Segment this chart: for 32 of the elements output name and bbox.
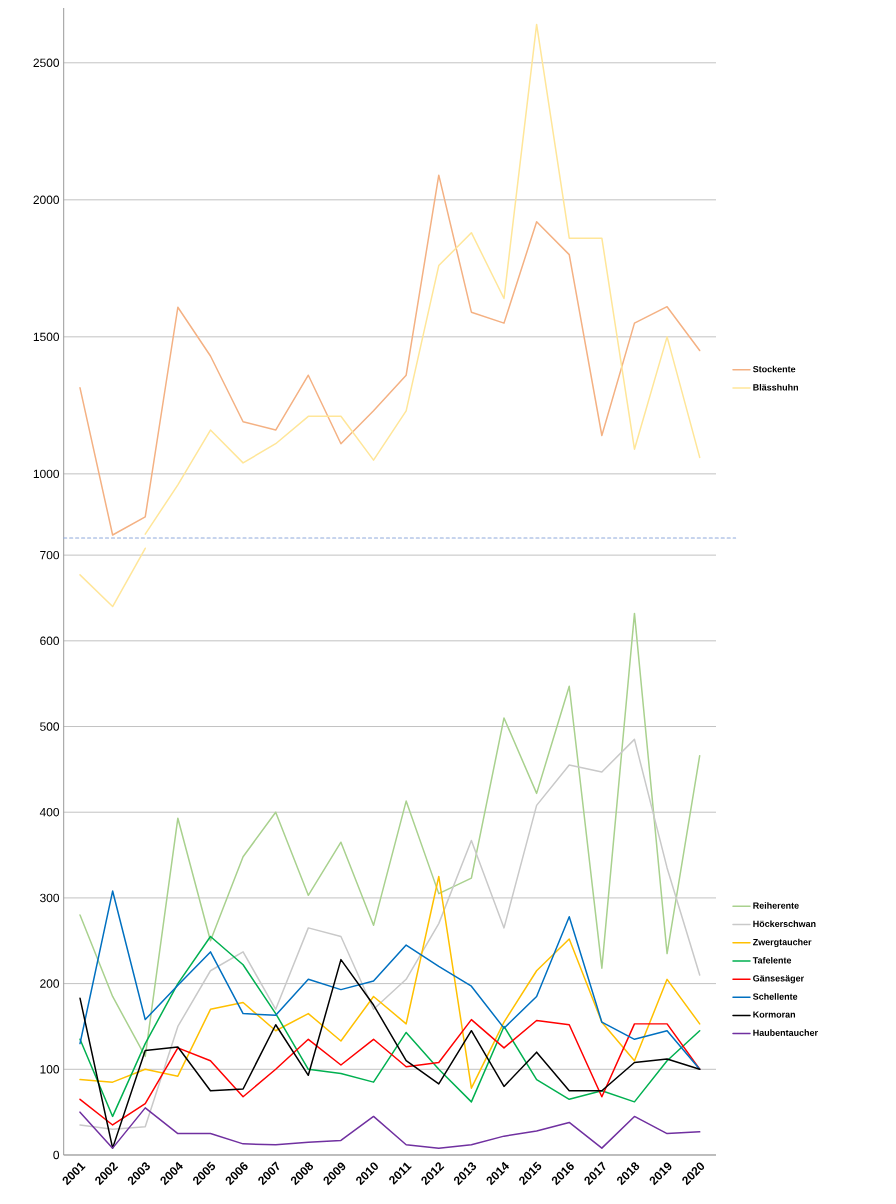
line-series xyxy=(79,612,701,1058)
line-series xyxy=(79,738,701,1131)
legend-label: Blässhuhn xyxy=(753,383,799,391)
legend-label: Haubentaucher xyxy=(753,1029,818,1036)
legend-label: Kormoran xyxy=(753,1011,796,1018)
legend-label: Tafelente xyxy=(752,956,792,964)
y-tick-label: 2500 xyxy=(33,58,60,68)
line-series xyxy=(79,958,701,1149)
y-tick-label: 400 xyxy=(39,807,60,817)
legend-label: Gänsesäger xyxy=(753,975,804,984)
y-tick-label: 100 xyxy=(40,1065,60,1074)
y-tick-label: 1000 xyxy=(33,469,60,479)
y-tick-label: 200 xyxy=(40,979,60,988)
line-series xyxy=(79,890,701,1071)
line-series xyxy=(79,875,701,1089)
legend-label: Zwergtaucher xyxy=(753,938,812,948)
y-tick-label: 700 xyxy=(40,550,60,560)
y-tick-label: 0 xyxy=(53,1150,60,1160)
legend-label: Höckerschwan xyxy=(753,920,816,927)
legend-label: Stockente xyxy=(753,365,796,373)
line-series xyxy=(144,23,701,535)
line-series xyxy=(79,1107,701,1149)
legend-label: Schellente xyxy=(753,993,798,1000)
line-series xyxy=(79,174,701,536)
line-series xyxy=(79,935,701,1118)
y-tick-label: 2000 xyxy=(33,195,60,205)
legend-label: Reiherente xyxy=(753,902,799,909)
y-tick-label: 1500 xyxy=(33,332,60,342)
y-tick-label: 500 xyxy=(40,722,60,731)
line-series xyxy=(79,1018,701,1126)
y-tick-label: 300 xyxy=(40,893,60,903)
y-tick-label: 600 xyxy=(40,636,60,646)
